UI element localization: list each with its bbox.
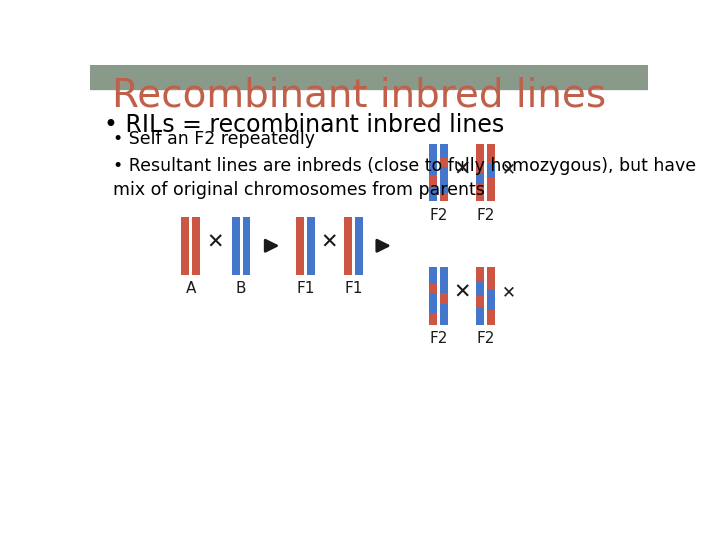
Bar: [429, 187, 437, 201]
Bar: [487, 267, 495, 290]
Text: ✕: ✕: [207, 233, 225, 253]
Bar: [476, 184, 484, 201]
Bar: [181, 217, 189, 275]
Bar: [476, 307, 484, 325]
Bar: [429, 176, 437, 187]
Bar: [355, 217, 363, 275]
Bar: [429, 293, 437, 313]
Bar: [344, 217, 352, 275]
Bar: [429, 284, 437, 293]
Text: • Resultant lines are inbreds (close to fully homozygous), but have
mix of origi: • Resultant lines are inbreds (close to …: [113, 157, 696, 199]
Bar: [441, 158, 448, 167]
Bar: [441, 144, 448, 158]
Bar: [487, 144, 495, 164]
Bar: [192, 217, 200, 275]
Bar: [476, 281, 484, 296]
Text: • Self an F2 repeatedly: • Self an F2 repeatedly: [113, 131, 315, 149]
Text: F1: F1: [344, 281, 363, 296]
Text: F2: F2: [430, 208, 448, 222]
Text: B: B: [236, 281, 246, 296]
Text: ✕: ✕: [454, 159, 471, 179]
Bar: [441, 167, 448, 193]
Bar: [296, 217, 304, 275]
Text: ✕: ✕: [320, 233, 338, 253]
Text: • RILs = recombinant inbred lines: • RILs = recombinant inbred lines: [104, 113, 504, 137]
Text: A: A: [186, 281, 196, 296]
Text: F2: F2: [476, 208, 495, 222]
Bar: [429, 144, 437, 176]
Text: ✕: ✕: [454, 283, 471, 303]
Bar: [441, 305, 448, 325]
Bar: [429, 267, 437, 284]
Bar: [476, 267, 484, 281]
Bar: [487, 290, 495, 310]
Bar: [90, 65, 648, 90]
Bar: [487, 310, 495, 325]
Bar: [243, 217, 251, 275]
Bar: [441, 293, 448, 305]
Bar: [476, 144, 484, 173]
Text: ✕: ✕: [502, 160, 516, 179]
Bar: [476, 173, 484, 184]
Bar: [487, 178, 495, 201]
Text: F2: F2: [476, 331, 495, 346]
Bar: [441, 193, 448, 201]
Bar: [476, 296, 484, 307]
Bar: [441, 267, 448, 293]
Bar: [487, 164, 495, 178]
Text: F1: F1: [296, 281, 315, 296]
Text: Recombinant inbred lines: Recombinant inbred lines: [112, 77, 606, 114]
Text: ✕: ✕: [502, 284, 516, 302]
Text: F2: F2: [430, 331, 448, 346]
Bar: [429, 313, 437, 325]
Bar: [307, 217, 315, 275]
Bar: [232, 217, 240, 275]
